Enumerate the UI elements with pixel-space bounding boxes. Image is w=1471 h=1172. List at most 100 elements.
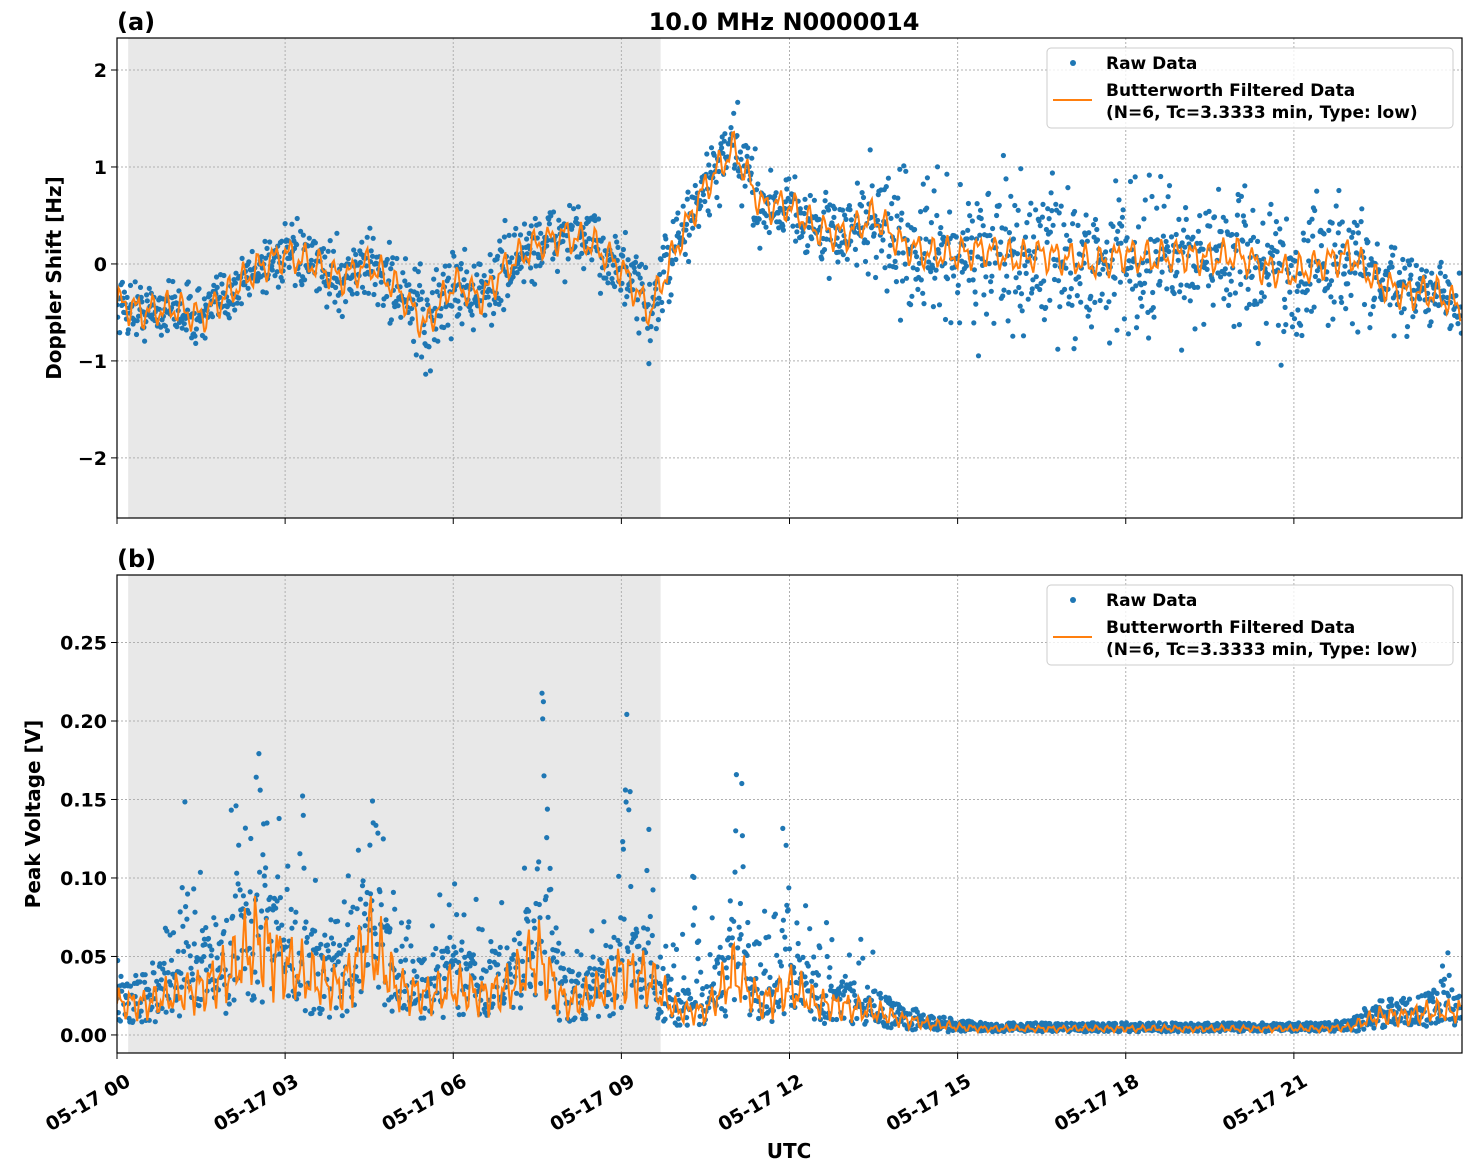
raw-point (930, 304, 937, 310)
axes-frame (116, 574, 1463, 1054)
raw-point (1408, 272, 1414, 278)
raw-point (618, 287, 624, 293)
raw-point (731, 997, 738, 1003)
raw-point (694, 978, 700, 984)
raw-point (284, 886, 290, 893)
raw-point (1328, 294, 1334, 300)
raw-point (1372, 295, 1378, 301)
raw-point (953, 1020, 959, 1026)
raw-point (299, 282, 305, 288)
raw-point (710, 981, 717, 987)
raw-point (957, 181, 963, 188)
raw-point (306, 235, 312, 241)
raw-point (1440, 982, 1446, 988)
raw-point (516, 257, 522, 263)
raw-point (203, 967, 209, 973)
raw-point (620, 246, 627, 253)
raw-point (684, 1022, 690, 1028)
raw-point (660, 244, 666, 250)
raw-point (556, 217, 562, 223)
raw-point (479, 927, 485, 933)
raw-point (526, 230, 532, 236)
raw-point (770, 989, 776, 995)
raw-point (560, 238, 566, 244)
raw-point (475, 983, 481, 989)
raw-point (205, 935, 212, 942)
raw-point (304, 939, 310, 945)
raw-point (1292, 258, 1298, 264)
raw-point (1049, 170, 1055, 176)
raw-point (267, 894, 273, 901)
raw-point (977, 207, 984, 213)
raw-point (544, 835, 550, 841)
raw-point (1428, 319, 1434, 325)
raw-point (348, 909, 354, 915)
raw-point (461, 277, 467, 283)
raw-point (986, 190, 992, 196)
raw-point (232, 893, 238, 899)
raw-point (955, 290, 961, 296)
raw-point (606, 991, 612, 997)
raw-point (1156, 1020, 1162, 1026)
raw-point (934, 164, 941, 170)
raw-point (231, 997, 237, 1003)
raw-point (442, 263, 448, 269)
raw-point (1410, 314, 1416, 320)
raw-point (1065, 185, 1071, 191)
raw-point (803, 980, 809, 986)
raw-point (663, 251, 670, 258)
raw-point (1389, 264, 1395, 270)
raw-point (590, 954, 596, 960)
raw-point (1226, 302, 1232, 308)
raw-point (1029, 286, 1035, 292)
raw-point (663, 943, 669, 949)
raw-point (496, 951, 502, 957)
raw-point (744, 952, 750, 959)
raw-point (392, 906, 398, 912)
raw-point (1265, 272, 1271, 278)
raw-point (863, 1018, 869, 1024)
raw-point (1275, 322, 1281, 328)
raw-point (909, 293, 915, 299)
raw-point (236, 295, 242, 301)
raw-point (1088, 293, 1094, 299)
raw-point (575, 221, 581, 227)
raw-point (178, 970, 184, 976)
raw-point (882, 265, 888, 271)
raw-point (339, 1013, 345, 1019)
raw-point (1071, 346, 1077, 352)
raw-point (872, 988, 878, 994)
raw-point (657, 954, 664, 960)
panel-label: (a) (117, 8, 155, 36)
raw-point (1163, 238, 1169, 245)
raw-point (402, 957, 409, 963)
raw-point (536, 859, 542, 865)
raw-point (418, 296, 424, 302)
raw-point (821, 247, 828, 253)
raw-point (815, 972, 822, 978)
raw-point (406, 919, 412, 925)
raw-point (928, 220, 935, 226)
raw-point (899, 210, 905, 216)
raw-point (877, 990, 883, 997)
raw-point (217, 294, 223, 300)
raw-point (1006, 230, 1013, 236)
raw-point (183, 904, 189, 910)
raw-point (822, 198, 828, 204)
raw-point (361, 911, 368, 917)
raw-point (454, 263, 460, 269)
raw-point (685, 189, 691, 195)
raw-point (437, 892, 443, 898)
raw-point (1400, 995, 1407, 1002)
raw-point (330, 941, 337, 947)
raw-point (1355, 329, 1361, 335)
raw-point (149, 312, 155, 318)
raw-point (430, 952, 436, 958)
raw-point (889, 201, 895, 207)
raw-point (633, 254, 639, 260)
raw-point (615, 937, 621, 944)
raw-point (137, 284, 144, 290)
raw-point (435, 338, 441, 344)
raw-point (1158, 173, 1164, 180)
raw-point (1326, 1020, 1332, 1026)
